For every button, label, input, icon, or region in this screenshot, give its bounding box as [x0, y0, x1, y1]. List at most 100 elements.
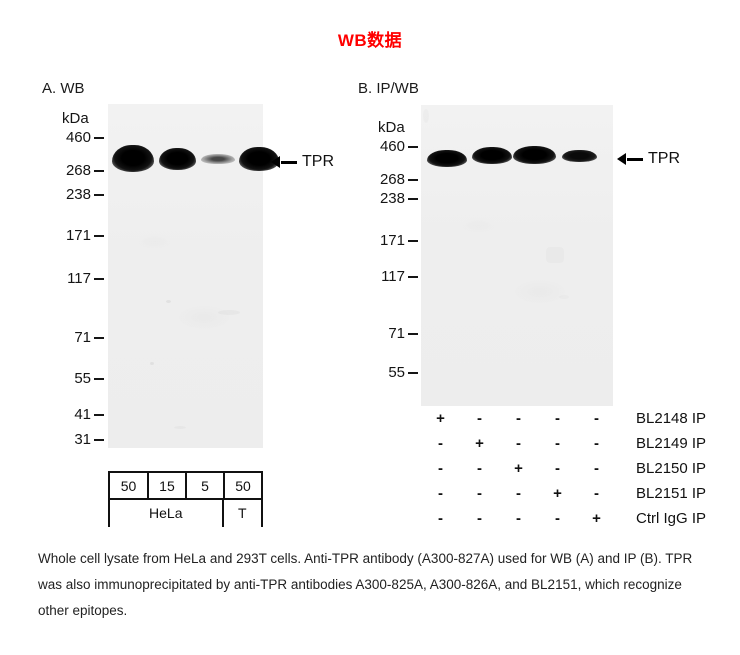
panel-b-marker-71: 71: [358, 325, 418, 342]
ip-mark: -: [477, 460, 482, 477]
ip-mark: +: [592, 510, 601, 527]
ip-mark: -: [516, 435, 521, 452]
ip-mark: -: [555, 510, 560, 527]
panel-a-band-lane1: [112, 145, 154, 172]
ip-mark: -: [516, 510, 521, 527]
marker-tick: [408, 146, 418, 149]
panel-b-marker-171: 171: [358, 232, 418, 249]
panel-a-lane-table: 50 15 5 50 HeLa T: [108, 471, 263, 527]
ip-mark: -: [555, 460, 560, 477]
panel-a-marker-171: 171: [42, 227, 104, 244]
lane-amount-cell: 50: [225, 473, 263, 498]
ip-mark: -: [555, 435, 560, 452]
membrane-speck: [166, 300, 171, 303]
ip-mark: +: [553, 485, 562, 502]
marker-tick: [94, 278, 104, 281]
marker-tick: [408, 240, 418, 243]
panel-b-ip-matrix: + - - - - BL2148 IP - + - - - BL2149 IP …: [421, 406, 706, 531]
ip-mark: -: [438, 485, 443, 502]
ip-mark: -: [438, 435, 443, 452]
panel-b-marker-460: 460: [358, 138, 418, 155]
marker-tick: [94, 235, 104, 238]
panel-a-membrane: [108, 104, 279, 448]
panel-b-marker-268: 268: [358, 171, 418, 188]
lane-group-cell-t: T: [221, 500, 263, 527]
panel-b-band-lane3: [513, 146, 556, 164]
ip-matrix-row: - - + - - BL2150 IP: [421, 456, 706, 481]
panel-a-marker-31: 31: [42, 431, 104, 448]
arrow-shaft: [281, 160, 297, 164]
panel-a-tpr-arrow: TPR: [271, 153, 334, 171]
panel-a-marker-268: 268: [42, 162, 104, 179]
ip-mark: -: [594, 410, 599, 427]
marker-tick: [408, 372, 418, 375]
panel-b-label: B. IP/WB: [358, 80, 419, 97]
ip-row-label: BL2149 IP: [636, 435, 707, 452]
membrane-speck: [423, 109, 429, 123]
ip-row-label: Ctrl IgG IP: [636, 510, 707, 527]
ip-matrix-row: + - - - - BL2148 IP: [421, 406, 706, 431]
ip-mark: -: [438, 460, 443, 477]
panel-a-marker-71: 71: [42, 329, 104, 346]
ip-mark: -: [477, 410, 482, 427]
ip-mark: +: [514, 460, 523, 477]
marker-tick: [408, 179, 418, 182]
panel-a-label: A. WB: [42, 80, 85, 97]
membrane-speck: [546, 247, 564, 263]
lane-group-row: HeLa T: [108, 500, 263, 527]
ip-mark: -: [516, 410, 521, 427]
arrow-shaft: [627, 157, 643, 161]
membrane-speck: [559, 295, 569, 299]
ip-mark: -: [594, 485, 599, 502]
panel-b-arrow-label: TPR: [648, 150, 680, 167]
lane-amount-cell: 50: [108, 473, 149, 498]
panel-b-membrane: [421, 105, 613, 406]
ip-matrix-row: - - - + - BL2151 IP: [421, 481, 706, 506]
panel-b-band-lane1: [427, 150, 467, 167]
panel-b-marker-117: 117: [358, 268, 418, 285]
ip-mark: -: [477, 485, 482, 502]
lane-amount-cell: 5: [187, 473, 225, 498]
marker-tick: [94, 414, 104, 417]
ip-mark: -: [438, 510, 443, 527]
panel-a-arrow-label: TPR: [302, 153, 334, 170]
arrow-left-icon: [617, 153, 626, 165]
panel-a-marker-117: 117: [42, 270, 104, 287]
panel-a-kda-label: kDa: [62, 110, 89, 127]
marker-tick: [408, 198, 418, 201]
ip-row-label: BL2148 IP: [636, 410, 707, 427]
ip-mark: -: [477, 510, 482, 527]
panel-a-band-lane3: [201, 154, 235, 164]
panel-b-band-lane2: [472, 147, 512, 164]
ip-mark: +: [475, 435, 484, 452]
marker-tick: [94, 439, 104, 442]
membrane-speck: [218, 310, 240, 315]
panel-a-marker-460: 460: [42, 129, 104, 146]
marker-tick: [94, 170, 104, 173]
marker-tick: [408, 333, 418, 336]
membrane-speck: [174, 426, 186, 429]
figure-caption: Whole cell lysate from HeLa and 293T cel…: [38, 551, 693, 618]
marker-tick: [94, 194, 104, 197]
panel-a-marker-238: 238: [42, 186, 104, 203]
ip-mark: -: [594, 435, 599, 452]
lane-group-cell-hela: HeLa: [108, 500, 222, 527]
ip-mark: -: [594, 460, 599, 477]
lane-amount-row: 50 15 5 50: [108, 471, 263, 500]
figure-title: WB数据: [337, 31, 403, 50]
panel-b-marker-238: 238: [358, 190, 418, 207]
panel-b-marker-55: 55: [358, 364, 418, 381]
ip-mark: -: [555, 410, 560, 427]
membrane-speck: [150, 362, 154, 365]
panel-a-band-lane2: [159, 148, 196, 170]
panel-b-band-lane4: [562, 150, 597, 162]
ip-mark: -: [516, 485, 521, 502]
marker-tick: [408, 276, 418, 279]
panel-a-marker-55: 55: [42, 370, 104, 387]
panel-b-tpr-arrow: TPR: [617, 150, 680, 168]
lane-amount-cell: 15: [149, 473, 187, 498]
ip-matrix-row: - + - - - BL2149 IP: [421, 431, 706, 456]
marker-tick: [94, 337, 104, 340]
ip-row-label: BL2150 IP: [636, 460, 707, 477]
